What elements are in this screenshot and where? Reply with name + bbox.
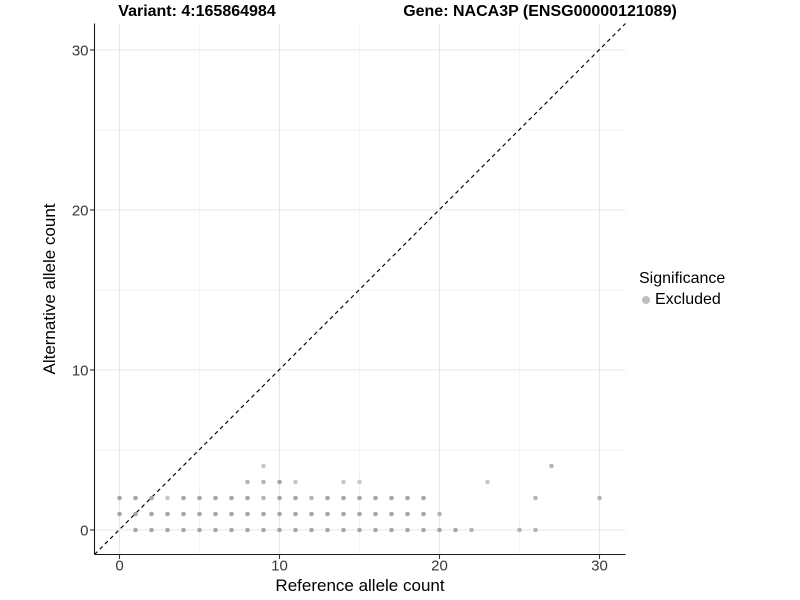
scatter-point	[165, 527, 170, 533]
plot-title-variant: Variant: 4:165864984	[118, 3, 276, 20]
scatter-point	[197, 511, 202, 517]
scatter-point	[181, 527, 186, 533]
scatter-point	[245, 511, 250, 517]
scatter-point	[213, 511, 218, 517]
scatter-point	[293, 479, 298, 485]
scatter-point	[261, 495, 266, 501]
scatter-point	[277, 511, 282, 517]
scatter-point	[309, 527, 314, 533]
scatter-point	[293, 495, 298, 501]
scatter-point	[149, 527, 154, 533]
scatter-point	[341, 479, 346, 485]
scatter-point	[421, 495, 426, 501]
scatter-point	[389, 511, 394, 517]
scatter-point	[325, 527, 330, 533]
scatter-point	[341, 527, 346, 533]
scatter-point	[181, 511, 186, 517]
plot-title-gene: Gene: NACA3P (ENSG00000121089)	[403, 3, 677, 20]
scatter-point	[437, 511, 442, 517]
scatter-point	[165, 495, 170, 501]
scatter-point	[277, 527, 282, 533]
scatter-point	[325, 495, 330, 501]
x-axis-title: Reference allele count	[275, 576, 445, 595]
scatter-point	[373, 511, 378, 517]
y-tick-label: 30	[72, 43, 89, 60]
scatter-point	[245, 527, 250, 533]
y-tick-label: 20	[72, 203, 89, 220]
scatter-point	[133, 527, 138, 533]
scatter-point	[149, 495, 154, 501]
scatter-point	[213, 527, 218, 533]
scatter-point	[293, 527, 298, 533]
x-tick-label: 20	[431, 558, 448, 575]
scatter-point	[405, 511, 410, 517]
scatter-point	[277, 479, 282, 485]
scatter-point	[213, 495, 218, 501]
scatter-point	[437, 527, 442, 533]
scatter-point	[277, 495, 282, 501]
scatter-point	[341, 511, 346, 517]
scatter-point	[261, 511, 266, 517]
scatter-point	[373, 527, 378, 533]
x-tick-label: 10	[271, 558, 288, 575]
scatter-point	[421, 527, 426, 533]
x-tick-label: 30	[591, 558, 608, 575]
scatter-point	[261, 479, 266, 485]
scatter-point	[533, 495, 538, 501]
identity-line	[94, 23, 626, 555]
scatter-point	[389, 495, 394, 501]
scatter-point	[517, 527, 522, 533]
scatter-point	[117, 511, 122, 517]
scatter-point	[229, 527, 234, 533]
scatter-point	[261, 463, 266, 469]
scatter-point	[245, 479, 250, 485]
scatter-point	[357, 495, 362, 501]
scatter-point	[133, 495, 138, 501]
scatter-point	[469, 527, 474, 533]
scatter-point	[309, 511, 314, 517]
scatter-point	[181, 495, 186, 501]
scatter-point	[229, 511, 234, 517]
scatter-point	[261, 527, 266, 533]
scatter-point	[197, 495, 202, 501]
scatter-point	[597, 495, 602, 501]
scatter-point	[309, 495, 314, 501]
scatter-point	[357, 479, 362, 485]
legend: Significance Excluded	[639, 270, 725, 309]
scatter-point	[389, 527, 394, 533]
scatter-point	[453, 527, 458, 533]
scatter-point	[149, 511, 154, 517]
y-tick-label: 0	[80, 523, 88, 540]
scatter-point	[197, 527, 202, 533]
legend-title: Significance	[639, 270, 726, 287]
y-axis-title: Alternative allele count	[40, 203, 59, 375]
scatter-point	[133, 511, 138, 517]
scatter-point	[405, 495, 410, 501]
scatter-point	[341, 495, 346, 501]
scatter-point	[245, 495, 250, 501]
scatter-point	[165, 511, 170, 517]
scatter-point	[325, 511, 330, 517]
scatter-point	[357, 511, 362, 517]
scatter-point	[357, 527, 362, 533]
y-tick-label: 10	[72, 363, 89, 380]
legend-item-excluded: Excluded	[639, 291, 725, 309]
scatter-point	[485, 479, 490, 485]
scatter-point	[293, 511, 298, 517]
legend-key-dot-icon	[642, 296, 650, 304]
scatter-point	[549, 463, 554, 469]
legend-item-label: Excluded	[655, 291, 721, 308]
scatter-point	[533, 527, 538, 533]
scatter-point	[421, 511, 426, 517]
x-tick-label: 0	[115, 558, 123, 575]
scatter-point	[373, 495, 378, 501]
scatter-point	[117, 495, 122, 501]
scatter-point	[229, 495, 234, 501]
scatter-point	[405, 527, 410, 533]
